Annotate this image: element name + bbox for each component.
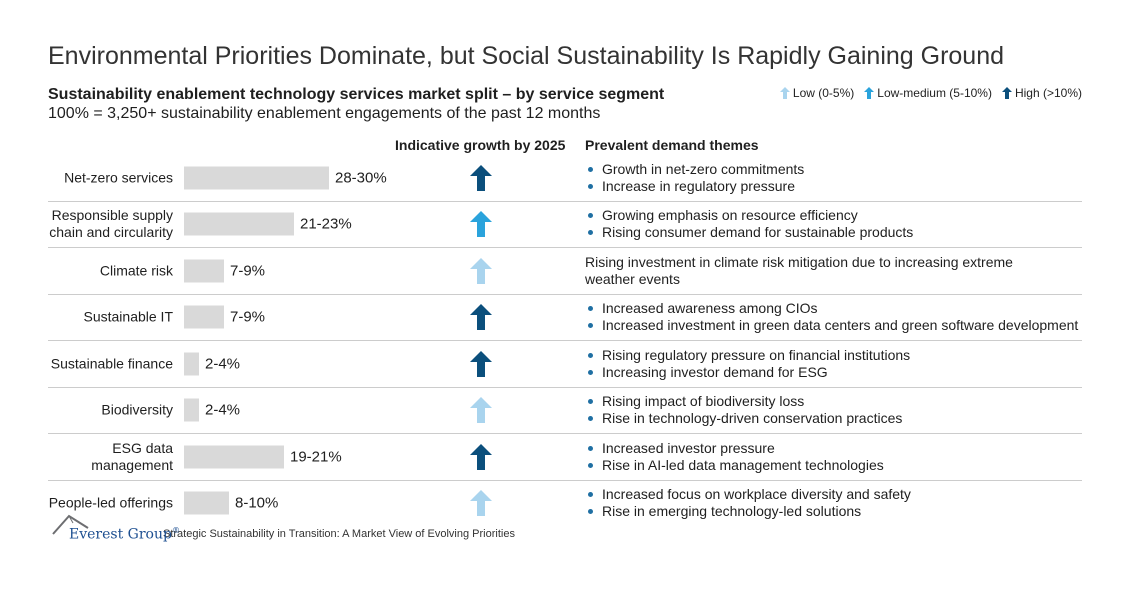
share-bar: [184, 259, 224, 283]
segment-row: Sustainable finance 2-4% Rising regulatory…: [48, 341, 1082, 388]
theme-bullet: Rise in AI-led data management technolog…: [585, 457, 884, 474]
theme-bullet: Increasing investor demand for ESG: [585, 364, 910, 381]
segment-row: People-led offerings 8-10% Increased focus…: [48, 481, 1082, 527]
segment-label: Responsible supply chain and circularity: [49, 207, 173, 241]
share-value-label: 28-30%: [335, 169, 387, 187]
footer: Everest Group® Strategic Sustainability …: [52, 513, 515, 543]
demand-themes: Rising impact of biodiversity loss Rise i…: [585, 393, 902, 427]
segment-row: ESG data management 19-21% Increased invest…: [48, 434, 1082, 481]
theme-bullet: Increased investor pressure: [585, 440, 884, 457]
demand-themes: Rising investment in climate risk mitiga…: [585, 254, 1055, 288]
source-note: Strategic Sustainability in Transition: …: [163, 528, 515, 540]
segment-row: Biodiversity 2-4% Rising impact of biodive…: [48, 388, 1082, 434]
low-growth-arrow-icon: [470, 490, 492, 517]
segment-row: Sustainable IT 7-9% Increased awareness am…: [48, 295, 1082, 341]
theme-bullet: Rising consumer demand for sustainable p…: [585, 224, 913, 241]
share-value-label: 7-9%: [230, 262, 266, 280]
legend-low-medium: Low-medium (5-10%): [864, 86, 992, 100]
share-value-label: 2-4%: [205, 401, 241, 419]
share-value-label: 8-10%: [235, 494, 279, 512]
theme-bullet: Growing emphasis on resource efficiency: [585, 207, 913, 224]
low-arrow-icon: [779, 87, 790, 99]
demand-themes: Rising regulatory pressure on financial …: [585, 347, 910, 381]
theme-bullet: Increased focus on workplace diversity a…: [585, 486, 911, 503]
theme-bullet: Rising impact of biodiversity loss: [585, 393, 902, 410]
share-value-label: 19-21%: [290, 448, 342, 466]
segment-label: Sustainable finance: [50, 355, 173, 372]
segment-label: Climate risk: [99, 262, 173, 279]
slide-title: Environmental Priorities Dominate, but S…: [48, 42, 1005, 70]
share-bar: [184, 491, 229, 515]
high-growth-arrow-icon: [470, 350, 492, 377]
segment-table: Net-zero services 28-30% Growth in net-zer…: [48, 155, 1082, 526]
high-arrow-icon: [1001, 87, 1012, 99]
segment-label: ESG data management: [91, 439, 173, 473]
high-growth-arrow-icon: [470, 304, 492, 331]
base-note: 100% = 3,250+ sustainability enablement …: [48, 105, 601, 122]
share-bar: [184, 352, 199, 376]
low-medium-arrow-icon: [864, 87, 875, 99]
low-growth-arrow-icon: [470, 397, 492, 424]
low-medium-growth-arrow-icon: [470, 211, 492, 238]
segment-row: Net-zero services 28-30% Growth in net-zer…: [48, 155, 1082, 202]
chart-subtitle: Sustainability enablement technology ser…: [48, 86, 665, 103]
share-bar: [184, 398, 199, 422]
share-value-label: 2-4%: [205, 355, 241, 373]
segment-label: Biodiversity: [101, 401, 173, 418]
share-value-label: 7-9%: [230, 308, 266, 326]
theme-text: Rising investment in climate risk mitiga…: [585, 253, 1013, 287]
growth-legend: Low (0-5%) Low-medium (5-10%) High (>10%…: [779, 86, 1082, 100]
theme-bullet: Increased awareness among CIOs: [585, 300, 1078, 317]
demand-themes: Increased awareness among CIOs Increased …: [585, 300, 1078, 334]
high-growth-arrow-icon: [470, 164, 492, 191]
share-bar: [184, 166, 329, 190]
high-growth-arrow-icon: [470, 443, 492, 470]
segment-row: Responsible supply chain and circularity 2…: [48, 202, 1082, 248]
segment-label: Sustainable IT: [83, 308, 174, 325]
growth-column-header: Indicative growth by 2025: [395, 137, 566, 153]
segment-label: Net-zero services: [64, 169, 173, 186]
theme-bullet: Growth in net-zero commitments: [585, 161, 804, 178]
demand-themes: Increased focus on workplace diversity a…: [585, 486, 911, 520]
demand-themes: Growth in net-zero commitments Increase i…: [585, 161, 804, 195]
segment-row: Climate risk 7-9% Rising investment in cli…: [48, 248, 1082, 295]
share-bar: [184, 212, 294, 236]
mountain-icon: [52, 514, 89, 535]
share-bar: [184, 445, 284, 469]
share-value-label: 21-23%: [300, 215, 352, 233]
segment-label: People-led offerings: [48, 494, 173, 511]
brand-name: Everest Group: [69, 526, 172, 543]
themes-column-header: Prevalent demand themes: [585, 137, 759, 153]
legend-high: High (>10%): [1001, 86, 1082, 100]
theme-bullet: Increased investment in green data cente…: [585, 317, 1078, 334]
theme-bullet: Rise in emerging technology-led solution…: [585, 503, 911, 520]
share-bar: [184, 305, 224, 329]
low-growth-arrow-icon: [470, 257, 492, 284]
everest-group-logo: Everest Group®: [52, 513, 180, 543]
theme-bullet: Rise in technology-driven conservation p…: [585, 410, 902, 427]
demand-themes: Growing emphasis on resource efficiency R…: [585, 207, 913, 241]
theme-bullet: Rising regulatory pressure on financial …: [585, 347, 910, 364]
legend-low: Low (0-5%): [779, 86, 854, 100]
theme-bullet: Increase in regulatory pressure: [585, 178, 804, 195]
demand-themes: Increased investor pressure Rise in AI-le…: [585, 440, 884, 474]
